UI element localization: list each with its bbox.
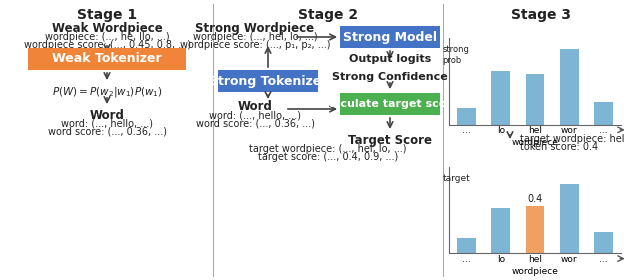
Bar [560, 49, 579, 125]
Bar [525, 206, 545, 253]
Text: wordpiece score: (..., p₁, p₂, ...): wordpiece score: (..., p₁, p₂, ...) [180, 40, 330, 50]
Text: token score: 0.4: token score: 0.4 [520, 142, 598, 152]
Bar [492, 71, 510, 125]
Text: strong
prob: strong prob [442, 45, 469, 65]
Text: Stage 3: Stage 3 [511, 8, 571, 22]
FancyBboxPatch shape [218, 70, 318, 92]
Text: 0.4: 0.4 [527, 194, 543, 204]
Text: Weak Tokenizer: Weak Tokenizer [52, 53, 162, 66]
Text: target: target [442, 174, 470, 183]
FancyBboxPatch shape [340, 93, 440, 115]
Text: Output logits: Output logits [349, 54, 431, 64]
Bar [457, 108, 476, 125]
Text: wordpiece: (..., hel, lo, ...): wordpiece: (..., hel, lo, ...) [193, 32, 317, 42]
Text: Stage 1: Stage 1 [77, 8, 137, 22]
X-axis label: wordpiece: wordpiece [511, 267, 559, 276]
Text: Calculate target score: Calculate target score [321, 99, 459, 109]
Text: Strong Confidence: Strong Confidence [332, 72, 448, 82]
Bar [594, 232, 613, 253]
Text: target score: (..., 0.4, 0.9, ...): target score: (..., 0.4, 0.9, ...) [258, 152, 398, 162]
Bar [594, 102, 613, 125]
Text: word: (..., hello, ...): word: (..., hello, ...) [61, 119, 153, 129]
Text: target wordpiece: (..., hel, lo, ...): target wordpiece: (..., hel, lo, ...) [249, 144, 407, 154]
X-axis label: wordpiece: wordpiece [511, 138, 559, 147]
Text: $P(W) = P(w_2|w_1)P(w_1)$: $P(W) = P(w_2|w_1)P(w_1)$ [52, 85, 163, 99]
Text: word score: (..., 0.36, ...): word score: (..., 0.36, ...) [195, 118, 314, 128]
Bar [525, 74, 545, 125]
Bar [457, 238, 476, 253]
Text: Word: Word [237, 100, 273, 113]
Text: Weak Wordpiece: Weak Wordpiece [52, 22, 163, 35]
Text: Target Score: Target Score [348, 134, 432, 147]
Text: target wordpiece: hel: target wordpiece: hel [520, 134, 625, 144]
FancyBboxPatch shape [28, 48, 186, 70]
FancyBboxPatch shape [340, 26, 440, 48]
Text: Word: Word [90, 109, 124, 122]
Bar [492, 208, 510, 253]
Text: wordpiece: (..., he, llo, ...): wordpiece: (..., he, llo, ...) [45, 32, 170, 42]
Text: word score: (..., 0.36, ...): word score: (..., 0.36, ...) [47, 127, 166, 137]
Text: Strong Tokenizer: Strong Tokenizer [209, 74, 327, 87]
Text: Stage 2: Stage 2 [298, 8, 358, 22]
Text: word: (..., hello, ...): word: (..., hello, ...) [209, 110, 301, 120]
Text: Strong Model: Strong Model [343, 31, 437, 43]
Text: wordpiece score: (..., 0.45, 0.8, ...): wordpiece score: (..., 0.45, 0.8, ...) [24, 40, 191, 50]
Bar [560, 184, 579, 253]
Text: Strong Wordpiece: Strong Wordpiece [195, 22, 315, 35]
